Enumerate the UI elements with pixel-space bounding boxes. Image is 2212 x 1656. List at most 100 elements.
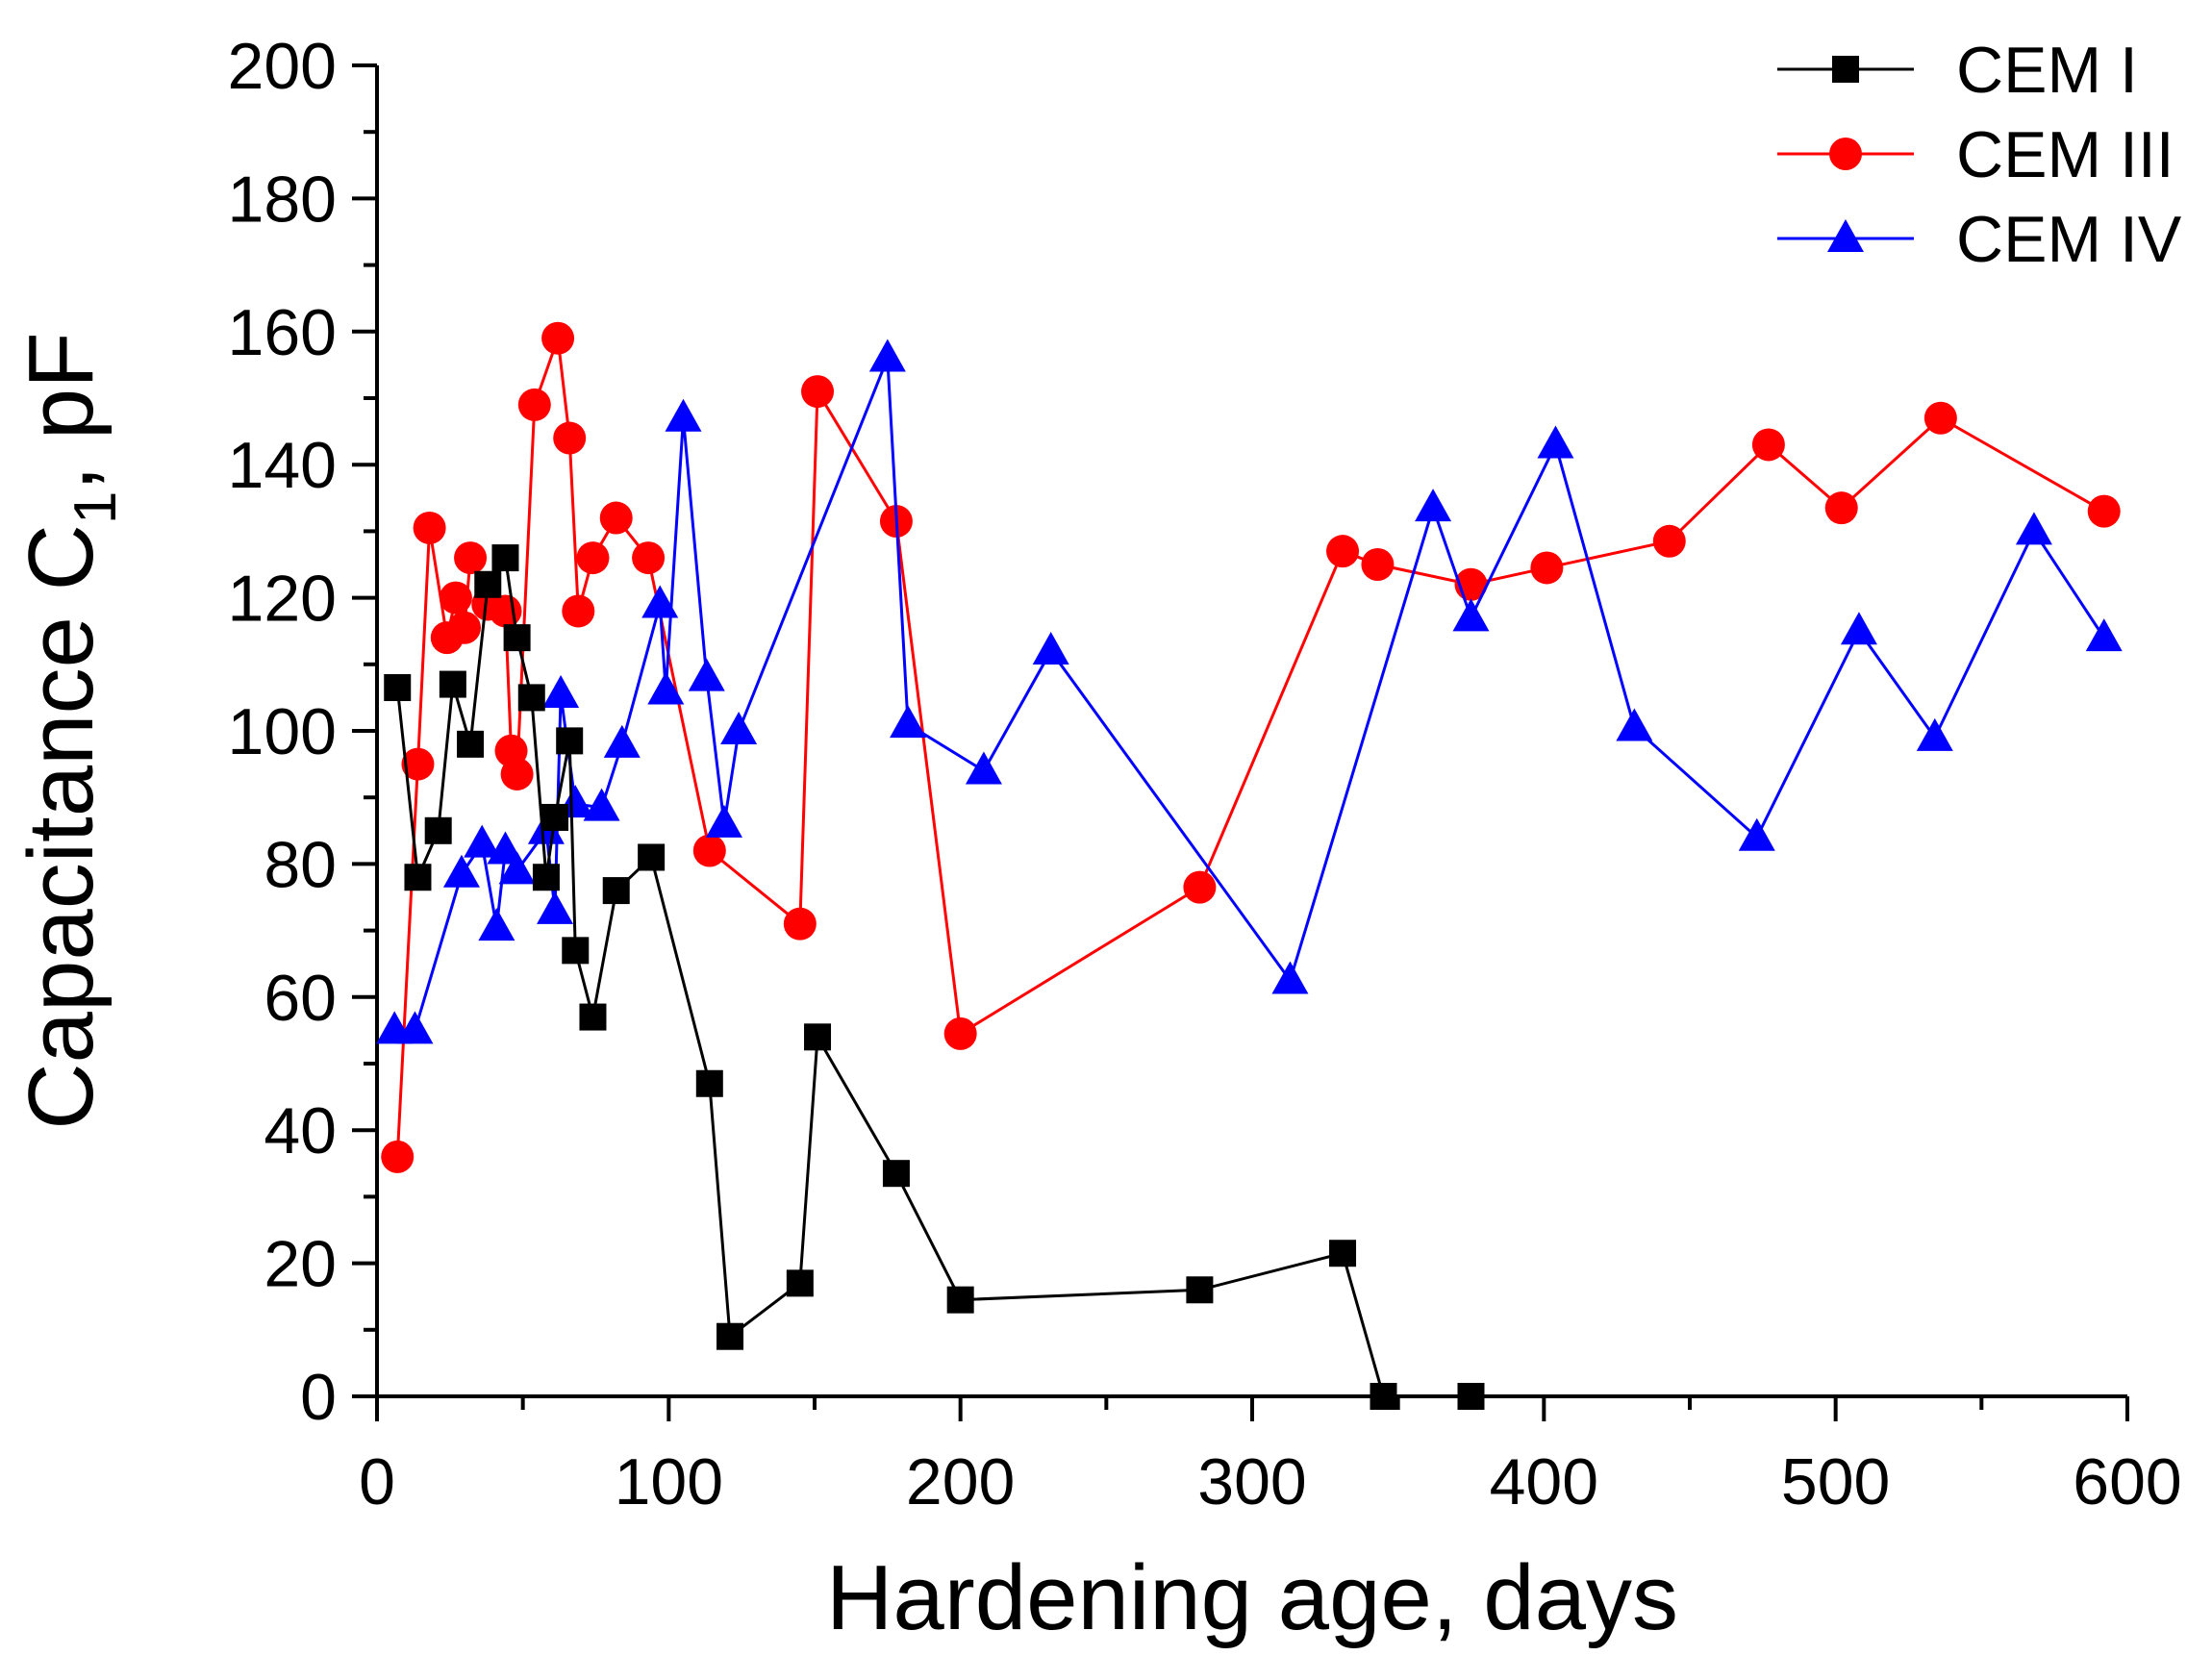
y-tick-label: 160 [228, 296, 337, 369]
series-line-cem-iv [394, 358, 2104, 1030]
data-point-cem-iv [1453, 598, 1490, 631]
legend-marker [1832, 56, 1859, 83]
data-point-cem-iii [1361, 548, 1394, 581]
data-point-cem-iii [1530, 551, 1563, 584]
y-axis-title: Capacitance C1, pF [10, 332, 129, 1130]
data-point-cem-iv [1917, 718, 1953, 751]
data-point-cem-iv [689, 659, 725, 691]
x-tick-label: 300 [1197, 1445, 1306, 1518]
data-point-cem-i [491, 544, 518, 571]
y-tick-label: 60 [264, 962, 337, 1035]
data-point-cem-iii [576, 541, 609, 574]
data-point-cem-i [384, 674, 411, 701]
x-tick-label: 100 [615, 1445, 723, 1518]
data-point-cem-iv [647, 671, 684, 704]
legend-label: CEM III [1956, 118, 2174, 191]
x-tick-label: 0 [359, 1445, 395, 1518]
x-tick-label: 400 [1490, 1445, 1598, 1518]
data-point-cem-iii [489, 594, 521, 627]
data-point-cem-iv [706, 805, 742, 838]
data-point-cem-i [804, 1023, 831, 1050]
data-point-cem-iii [1653, 525, 1686, 558]
data-point-cem-iv [869, 339, 906, 371]
data-point-cem-iv [443, 855, 480, 888]
data-point-cem-iv [1739, 818, 1775, 851]
legend-item-cem-iii: CEM III [1777, 118, 2174, 191]
legend-label: CEM I [1956, 34, 2138, 107]
data-point-cem-i [1370, 1383, 1397, 1410]
x-tick-label: 600 [2073, 1445, 2181, 1518]
data-point-cem-i [425, 817, 452, 844]
y-tick-label: 180 [228, 163, 337, 236]
data-point-cem-iv [2016, 512, 2052, 544]
data-point-cem-iv [478, 908, 515, 941]
data-point-cem-iii [600, 502, 633, 535]
data-point-cem-i [556, 727, 583, 754]
y-tick-label: 200 [228, 30, 337, 103]
data-point-cem-iii [1326, 535, 1359, 567]
data-point-cem-iv [542, 675, 579, 708]
chart: 0204060801001201401601802000 100 200 300 400… [0, 0, 2212, 1656]
y-tick-label: 120 [228, 563, 337, 636]
data-point-cem-i [562, 937, 589, 964]
data-point-cem-iv [720, 712, 757, 744]
data-point-cem-iii [2088, 495, 2121, 528]
series-cem-i [384, 544, 1484, 1410]
data-point-cem-iii [454, 541, 487, 574]
data-point-cem-i [696, 1070, 723, 1097]
data-point-cem-i [518, 684, 545, 711]
y-tick-label: 0 [300, 1361, 337, 1434]
data-point-cem-iv [1537, 425, 1573, 458]
data-point-cem-i [1458, 1383, 1485, 1410]
data-point-cem-i [716, 1323, 743, 1350]
legend-marker [1827, 219, 1864, 252]
data-point-cem-iii [1752, 428, 1785, 461]
y-tick-label: 80 [264, 828, 337, 901]
legend-item-cem-i: CEM I [1777, 34, 2138, 107]
data-point-cem-iii [1183, 871, 1216, 904]
legend-marker [1829, 138, 1862, 170]
data-point-cem-iii [553, 422, 586, 455]
data-point-cem-iii [632, 541, 665, 574]
data-point-cem-i [787, 1269, 814, 1296]
data-point-cem-iii [1825, 491, 1858, 524]
data-point-cem-i [457, 731, 484, 758]
data-point-cem-iii [944, 1017, 977, 1050]
data-point-cem-iii [541, 322, 574, 355]
series-cem-iv [376, 339, 2123, 1043]
series-layer [376, 322, 2123, 1410]
y-tick-label: 100 [228, 695, 337, 768]
data-point-cem-iv [666, 399, 702, 432]
data-point-cem-i [1186, 1276, 1213, 1303]
legend-item-cem-iv: CEM IV [1777, 203, 2182, 276]
legend: CEM I CEM III CEM IV [1777, 34, 2182, 276]
data-point-cem-iii [1924, 402, 1957, 435]
y-tick-label: 20 [264, 1228, 337, 1301]
data-point-cem-iv [1271, 962, 1308, 994]
x-tick-label: 200 [906, 1445, 1015, 1518]
data-point-cem-iii [440, 582, 472, 615]
data-point-cem-iii [801, 375, 834, 408]
data-point-cem-iii [562, 594, 594, 627]
data-point-cem-i [883, 1160, 910, 1187]
x-tick-label: 500 [1781, 1445, 1890, 1518]
data-point-cem-i [947, 1287, 974, 1314]
data-point-cem-i [1329, 1240, 1356, 1267]
data-point-cem-iii [501, 758, 534, 790]
data-point-cem-iii [518, 389, 551, 421]
y-tick-label: 140 [228, 429, 337, 502]
data-point-cem-iii [414, 512, 446, 544]
data-point-cem-iv [2086, 618, 2123, 651]
data-point-cem-iv [1415, 489, 1451, 521]
data-point-cem-i [579, 1004, 606, 1031]
legend-label: CEM IV [1956, 203, 2182, 276]
x-axis-title: Hardening age, days [826, 1546, 1678, 1649]
data-point-cem-i [474, 571, 501, 598]
series-line-cem-iii [397, 339, 2104, 1157]
data-point-cem-iv [604, 725, 641, 758]
data-point-cem-iv [1033, 632, 1069, 665]
data-point-cem-iv [1841, 612, 1877, 644]
data-point-cem-i [603, 877, 630, 904]
data-point-cem-iv [1616, 709, 1652, 741]
data-point-cem-iv [966, 752, 1002, 785]
